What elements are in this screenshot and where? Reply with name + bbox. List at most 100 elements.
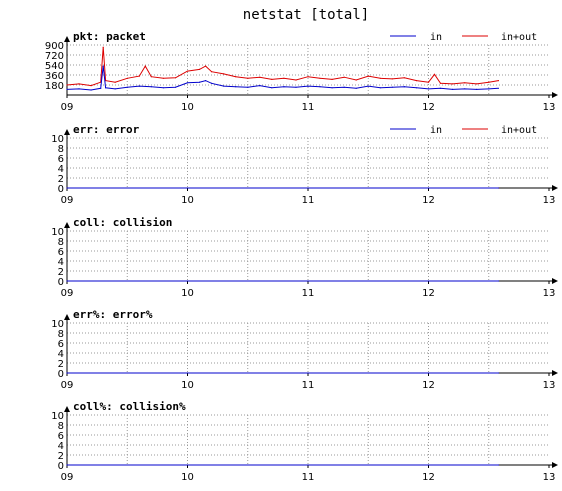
x-tick-label: 13 <box>543 472 556 483</box>
data-point <box>105 87 107 89</box>
data-point <box>66 88 68 90</box>
data-point <box>138 85 140 87</box>
panel-title: coll%: collision% <box>73 400 186 413</box>
x-tick-label: 10 <box>181 102 194 113</box>
data-point <box>144 65 146 67</box>
data-point <box>211 82 213 84</box>
data-point <box>488 88 490 90</box>
data-point <box>138 75 140 77</box>
data-point <box>174 77 177 79</box>
data-point <box>162 77 164 79</box>
data-point <box>497 80 499 82</box>
data-point <box>433 73 436 75</box>
data-point <box>464 82 466 84</box>
x-tick-label: 12 <box>422 102 435 113</box>
data-point <box>259 85 261 87</box>
data-point <box>66 187 68 189</box>
data-point <box>403 86 405 88</box>
data-point <box>331 78 333 80</box>
data-point <box>497 464 499 466</box>
y-tick-label: 4 <box>58 164 64 175</box>
data-point <box>205 80 207 82</box>
panel-title: err: error <box>73 123 140 136</box>
data-point <box>186 70 189 72</box>
y-axis-arrow <box>64 36 70 42</box>
data-point <box>114 88 116 90</box>
y-tick-label: 10 <box>51 411 64 422</box>
data-point <box>283 86 285 88</box>
y-tick-label: 8 <box>58 144 64 155</box>
y-tick-label: 540 <box>45 61 64 72</box>
x-tick-label: 12 <box>422 380 435 391</box>
x-tick-label: 12 <box>422 288 435 299</box>
data-point <box>319 77 321 79</box>
x-tick-label: 13 <box>543 102 556 113</box>
data-point <box>205 65 207 67</box>
data-point <box>126 86 128 88</box>
x-tick-label: 11 <box>302 288 315 299</box>
y-tick-label: 0 <box>58 369 64 380</box>
panel-title: pkt: packet <box>73 30 146 43</box>
y-axis-arrow <box>64 222 70 228</box>
data-point <box>476 88 478 90</box>
chart-title: netstat [total] <box>243 7 369 23</box>
x-tick-label: 09 <box>61 102 74 113</box>
panel-title: err%: error% <box>73 308 153 321</box>
x-tick-label: 11 <box>302 472 315 483</box>
y-tick-label: 8 <box>58 421 64 432</box>
x-tick-label: 10 <box>181 195 194 206</box>
data-point <box>343 86 345 88</box>
panel-title: coll: collision <box>73 216 172 229</box>
x-tick-label: 09 <box>61 472 74 483</box>
data-point <box>174 86 177 88</box>
data-point <box>497 87 499 89</box>
data-point <box>331 87 333 89</box>
data-point <box>452 83 454 85</box>
y-tick-label: 8 <box>58 237 64 248</box>
y-tick-label: 6 <box>58 431 64 442</box>
data-point <box>488 81 490 83</box>
y-axis-arrow <box>64 314 70 320</box>
data-point <box>452 88 454 90</box>
data-point <box>102 46 104 48</box>
y-tick-label: 2 <box>58 359 64 370</box>
data-point <box>66 84 68 86</box>
y-tick-label: 10 <box>51 319 64 330</box>
y-tick-label: 4 <box>58 257 64 268</box>
data-point <box>476 83 478 85</box>
data-point <box>186 82 189 84</box>
data-point <box>78 88 80 90</box>
data-point <box>427 88 430 90</box>
y-tick-label: 8 <box>58 329 64 340</box>
x-axis-arrow <box>552 278 558 284</box>
x-tick-label: 10 <box>181 288 194 299</box>
legend-label: in <box>430 125 442 136</box>
data-point <box>427 81 430 83</box>
data-point <box>391 86 393 88</box>
data-point <box>78 83 80 85</box>
series-line-0 <box>66 66 499 91</box>
data-point <box>102 65 104 67</box>
x-tick-label: 09 <box>61 288 74 299</box>
y-tick-label: 0 <box>58 277 64 288</box>
y-tick-label: 0 <box>58 461 64 472</box>
y-tick-label: 720 <box>45 51 64 62</box>
data-point <box>247 86 249 88</box>
data-point <box>295 86 297 88</box>
data-point <box>198 68 201 70</box>
data-point <box>319 86 321 88</box>
x-tick-label: 13 <box>543 195 556 206</box>
x-axis-arrow <box>552 462 558 468</box>
y-tick-label: 900 <box>45 41 64 52</box>
data-point <box>150 76 152 78</box>
data-point <box>439 87 442 89</box>
x-tick-label: 11 <box>302 102 315 113</box>
data-point <box>464 88 466 90</box>
legend-label: in <box>430 32 442 43</box>
data-point <box>198 81 201 83</box>
data-point <box>223 85 225 87</box>
